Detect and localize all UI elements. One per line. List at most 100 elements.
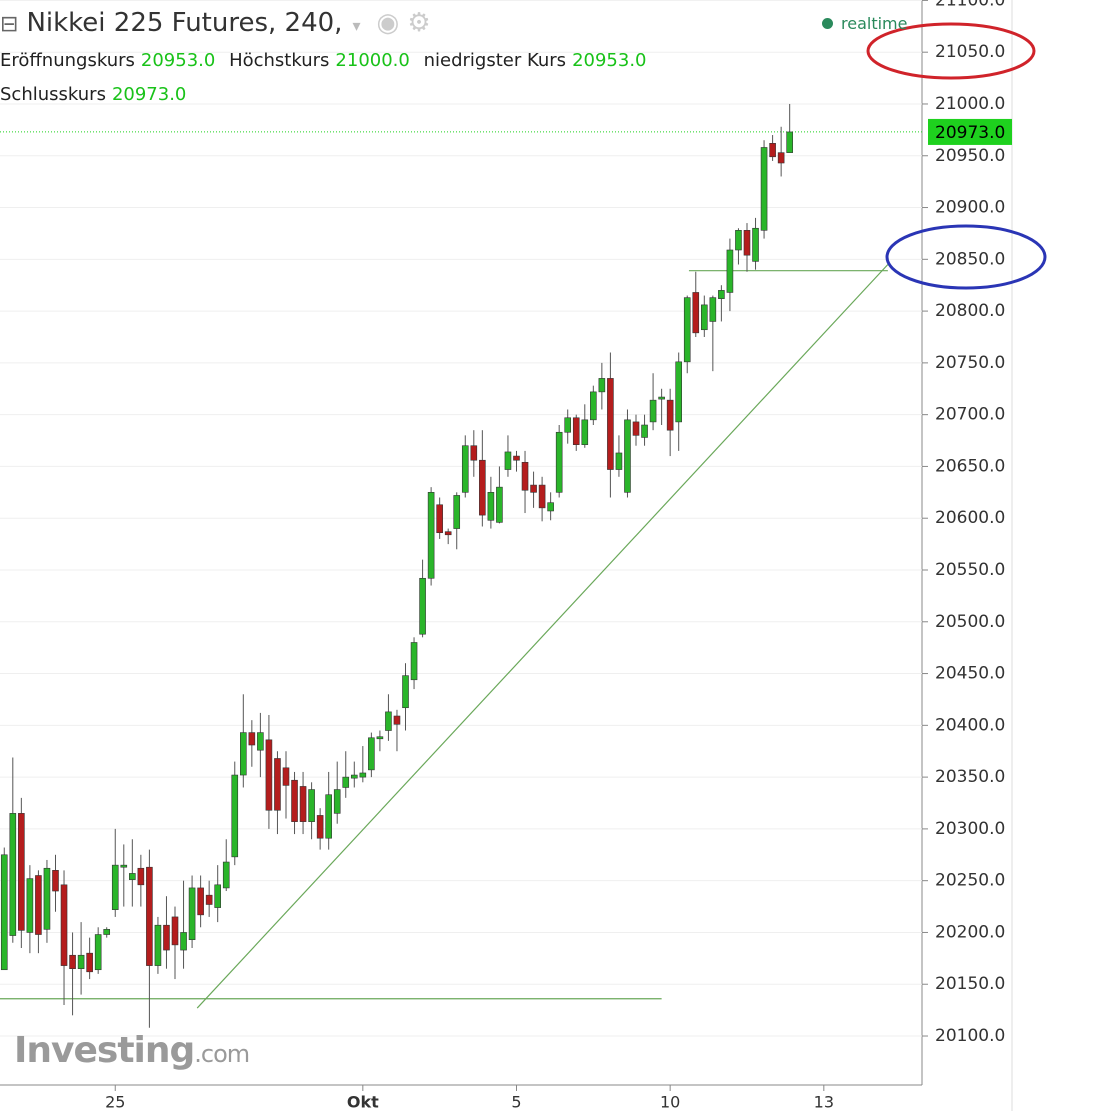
realtime-status: realtime xyxy=(822,14,907,33)
y-tick-label: 20750.0 xyxy=(935,353,1005,373)
candle-body xyxy=(461,445,469,493)
ohlc-row: Schlusskurs 20973.0 xyxy=(0,84,194,105)
watermark-main: Investing xyxy=(14,1030,195,1071)
settings-icon[interactable]: ◉ ⚙ xyxy=(376,8,431,38)
candle-body xyxy=(470,445,478,461)
candle-body xyxy=(496,486,503,523)
header-title: ⊟ Nikkei 225 Futures, 240, ▾ ◉ ⚙ xyxy=(0,8,431,38)
candle-body xyxy=(376,736,384,740)
dropdown-icon[interactable]: ▾ xyxy=(352,16,361,35)
candle-body xyxy=(154,924,162,966)
candle-body xyxy=(402,675,409,709)
candle-body xyxy=(615,452,623,470)
x-tick-label: 25 xyxy=(105,1093,125,1111)
ohlc-row: Eröffnungskurs 20953.0 Höchstkurs 21000.0 … xyxy=(0,50,655,71)
candle-body xyxy=(743,230,751,256)
y-tick-label: 20450.0 xyxy=(935,664,1005,684)
candle-body xyxy=(675,361,682,423)
candle-body xyxy=(718,290,725,299)
candle-body xyxy=(325,794,332,839)
candle-body xyxy=(513,455,520,461)
candle-body xyxy=(368,737,375,771)
candle-body xyxy=(547,502,554,512)
y-tick-label: 20900.0 xyxy=(935,198,1005,218)
x-tick-label: 10 xyxy=(660,1093,680,1111)
candle-body xyxy=(52,870,59,892)
info-value: 20973.0 xyxy=(111,84,187,105)
candle-body xyxy=(683,297,691,363)
candle-body xyxy=(111,864,119,910)
y-tick-label: 20700.0 xyxy=(935,405,1005,425)
candle-body xyxy=(735,230,742,251)
candle-body xyxy=(581,419,589,445)
x-tick-label: Okt xyxy=(347,1093,379,1111)
watermark: Investing.com xyxy=(14,1030,250,1071)
info-value: 21000.0 xyxy=(335,50,410,71)
candle-body xyxy=(0,854,8,971)
candle-body xyxy=(393,715,401,725)
candle-body xyxy=(769,143,776,158)
y-tick-label: 20600.0 xyxy=(935,508,1005,528)
y-tick-label: 20950.0 xyxy=(935,146,1005,166)
candle-body xyxy=(77,954,85,970)
candle-body xyxy=(359,772,367,778)
y-tick-label: 21100.0 xyxy=(935,0,1005,10)
x-tick-label: 5 xyxy=(511,1093,521,1111)
candle-body xyxy=(240,732,247,776)
candle-body xyxy=(43,867,51,930)
candle-body xyxy=(205,894,213,905)
candle-body xyxy=(35,875,42,935)
candle-body xyxy=(26,878,34,933)
candle-body xyxy=(180,932,187,951)
candle-body xyxy=(299,786,307,822)
candle-body xyxy=(257,732,264,751)
candle-body xyxy=(385,711,392,731)
candle-body xyxy=(163,924,170,951)
candle-body xyxy=(350,774,358,779)
trend-line xyxy=(196,264,889,1009)
candle-body xyxy=(103,929,111,935)
candle-body xyxy=(598,378,606,393)
candle-body xyxy=(555,431,563,493)
candle-body xyxy=(248,732,256,746)
candle-body xyxy=(504,451,512,470)
candle-body xyxy=(291,779,298,822)
candle-body xyxy=(624,419,631,493)
candle-body xyxy=(666,399,674,431)
y-tick-label: 21050.0 xyxy=(935,42,1005,62)
candle-body xyxy=(146,866,153,966)
candle-body xyxy=(18,813,25,931)
candle-body xyxy=(726,249,734,293)
candle-body xyxy=(410,642,418,681)
collapse-icon[interactable]: ⊟ xyxy=(0,12,19,37)
candle-body xyxy=(282,767,290,786)
candle-body xyxy=(342,776,350,788)
candle-body xyxy=(86,952,93,973)
candle-body xyxy=(521,461,529,491)
candle-body xyxy=(658,396,665,400)
candle-body xyxy=(333,789,341,814)
candle-body xyxy=(752,227,759,262)
candle-body xyxy=(308,789,315,822)
y-tick-label: 20350.0 xyxy=(935,767,1005,787)
candle-body xyxy=(436,504,443,534)
candle-body xyxy=(171,916,179,946)
candle-body xyxy=(9,813,17,936)
candle-body xyxy=(487,492,495,521)
x-tick-label: 13 xyxy=(814,1093,834,1111)
y-tick-label: 20150.0 xyxy=(935,974,1005,994)
info-value: 20953.0 xyxy=(140,50,216,71)
candle-body xyxy=(94,934,102,971)
candle-body xyxy=(530,484,537,493)
info-label: niedrigster Kurs xyxy=(423,50,567,71)
info-value: 20953.0 xyxy=(572,50,647,71)
candle-body xyxy=(564,417,572,433)
candle-body xyxy=(316,815,324,839)
last-price-label: 20973.0 xyxy=(935,123,1005,143)
y-tick-label: 20550.0 xyxy=(935,560,1005,580)
candle-body xyxy=(649,399,657,423)
candle-body xyxy=(777,152,785,164)
candle-body xyxy=(538,484,546,509)
